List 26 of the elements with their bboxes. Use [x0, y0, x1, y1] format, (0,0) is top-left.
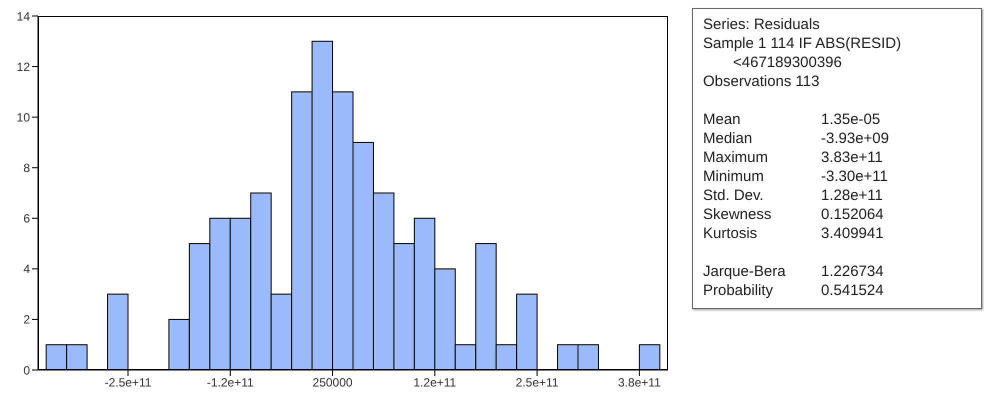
text: Series: Residuals [703, 15, 821, 34]
y-tick-label: 8 [23, 160, 30, 175]
text: Mean 1.35e-05 [703, 111, 880, 128]
y-tick-label: 14 [16, 9, 30, 24]
x-tick-label: 250000 [312, 376, 353, 390]
text: Maximum 3.83e+11 [703, 149, 883, 166]
text: Median -3.93e+09 [703, 130, 889, 147]
x-tick-label: -1.2e+11 [206, 376, 254, 390]
text: Sample 1 114 IF ABS(RESID) <467189300396 [703, 34, 902, 72]
y-tick-label: 2 [23, 312, 30, 327]
x-tick-label: -2.5e+11 [104, 376, 152, 390]
x-tick-label: 3.8e+11 [618, 376, 662, 390]
x-tick-label: 1.2e+11 [413, 376, 457, 390]
y-tick-label: 6 [23, 212, 30, 226]
y-tick-label: 0 [23, 363, 30, 378]
text: Jarque-Bera 1.226734 [703, 263, 884, 280]
text: Probability 0.541524 [703, 282, 884, 299]
y-tick-label: 12 [16, 60, 30, 74]
text: Skewness 0.152064 [703, 206, 884, 223]
y-tick-label: 4 [23, 262, 30, 276]
text: Observations 113 [703, 72, 820, 91]
x-tick-label: 2.5e+11 [516, 376, 559, 390]
text: Kurtosis 3.409941 [703, 225, 884, 242]
y-tick-label: 10 [16, 110, 30, 124]
text: Minimum -3.30e+11 [703, 168, 888, 185]
text: Std. Dev. 1.28e+11 [703, 187, 883, 204]
